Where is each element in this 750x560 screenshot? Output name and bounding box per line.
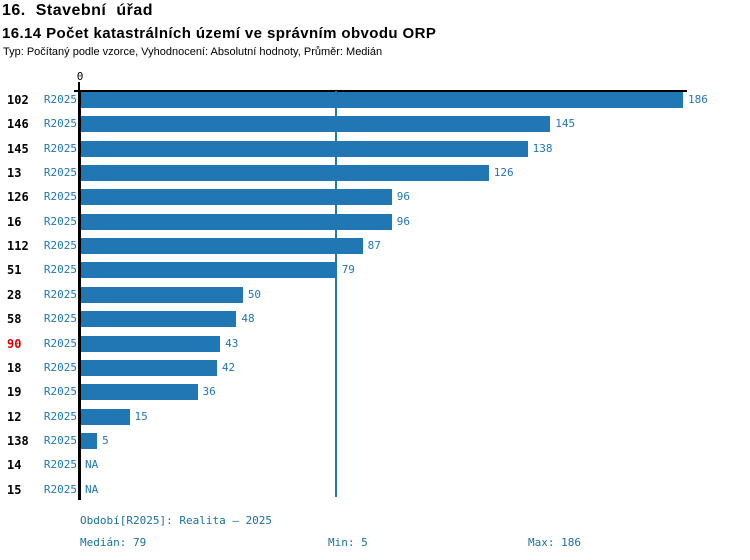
row-category-label: 28 bbox=[7, 287, 22, 302]
bar-value-label: 43 bbox=[225, 336, 239, 350]
bar-value-label: 79 bbox=[341, 263, 355, 277]
bar-value-label: 48 bbox=[241, 312, 255, 326]
bar bbox=[81, 335, 221, 352]
na-label: NA bbox=[85, 458, 99, 472]
bar-value-label: 126 bbox=[493, 166, 514, 180]
bar bbox=[81, 432, 98, 449]
row-period-label: R2025 bbox=[43, 287, 77, 301]
bar-row: 16 R2025 96 bbox=[0, 213, 750, 230]
row-category-label: 126 bbox=[7, 190, 29, 205]
bar bbox=[81, 238, 363, 255]
bar bbox=[81, 262, 337, 279]
chart-meta-line: Typ: Počítaný podle vzorce, Vyhodnocení:… bbox=[3, 46, 383, 58]
bar bbox=[81, 140, 528, 157]
row-period-label: R2025 bbox=[43, 263, 77, 277]
bar-value-label: 36 bbox=[202, 385, 216, 399]
bar-value-label: 145 bbox=[555, 117, 576, 131]
chart-title: 16.14 Počet katastrálních území ve správ… bbox=[2, 25, 437, 42]
row-period-label: R2025 bbox=[43, 93, 77, 106]
row-period-label: R2025 bbox=[43, 482, 77, 496]
bar bbox=[81, 311, 237, 328]
row-period-label: R2025 bbox=[43, 458, 77, 472]
bar bbox=[81, 165, 489, 182]
bar-row: 18 R2025 42 bbox=[0, 359, 750, 376]
bar-row: 145 R2025 138 bbox=[0, 140, 750, 157]
bar-row: 126 R2025 96 bbox=[0, 189, 750, 206]
bar-row: 51 R2025 79 bbox=[0, 262, 750, 279]
x-axis-zero-label: 0 bbox=[76, 70, 84, 83]
row-category-label: 12 bbox=[7, 409, 22, 424]
page-title: 16. Stavební úřad bbox=[2, 2, 153, 19]
bar-value-label: 138 bbox=[532, 141, 553, 155]
footer-period-label: Období[R2025]: Realita – 2025 bbox=[80, 514, 273, 527]
bar-row: 14 R2025 NA bbox=[0, 457, 750, 473]
bar bbox=[81, 408, 130, 425]
bar bbox=[81, 189, 392, 206]
row-period-label: R2025 bbox=[43, 409, 77, 423]
bar-row: 28 R2025 50 bbox=[0, 286, 750, 303]
row-period-label: R2025 bbox=[43, 336, 77, 350]
bar-value-label: 96 bbox=[396, 190, 410, 204]
row-category-label: 13 bbox=[7, 166, 22, 181]
row-category-label: 51 bbox=[7, 263, 22, 278]
bar-row: 138 R2025 5 bbox=[0, 432, 750, 449]
bar-row: 15 R2025 NA bbox=[0, 482, 750, 498]
row-category-label: 16 bbox=[7, 214, 22, 229]
bar-row: 112 R2025 87 bbox=[0, 238, 750, 255]
bar-value-label: 15 bbox=[134, 409, 148, 423]
bar-row: 146 R2025 145 bbox=[0, 116, 750, 133]
row-category-label: 102 bbox=[7, 93, 29, 107]
row-period-label: R2025 bbox=[43, 166, 77, 180]
bar-value-label: 186 bbox=[688, 93, 708, 106]
footer-max-label: Max: 186 bbox=[528, 536, 581, 549]
row-category-label: 145 bbox=[7, 141, 29, 156]
row-category-label: 146 bbox=[7, 117, 29, 132]
bar-value-label: 5 bbox=[102, 433, 109, 447]
x-axis-zero-tick bbox=[78, 82, 80, 90]
bar bbox=[81, 286, 243, 303]
bar-row: 12 R2025 15 bbox=[0, 408, 750, 425]
row-category-label: 58 bbox=[7, 312, 22, 327]
row-period-label: R2025 bbox=[43, 239, 77, 253]
bar bbox=[81, 359, 217, 376]
bar-row: 102 R2025 186 bbox=[0, 92, 750, 108]
row-category-label: 18 bbox=[7, 360, 22, 375]
bar-value-label: 50 bbox=[247, 287, 262, 301]
row-period-label: R2025 bbox=[43, 433, 77, 447]
row-period-label: R2025 bbox=[43, 312, 77, 326]
bar-row: 13 R2025 126 bbox=[0, 165, 750, 182]
bar bbox=[81, 213, 392, 230]
x-axis-line bbox=[74, 90, 687, 92]
median-line bbox=[334, 91, 337, 497]
row-period-label: R2025 bbox=[43, 214, 77, 228]
row-category-label: 90 bbox=[7, 336, 22, 351]
bar bbox=[81, 384, 198, 401]
bar-value-label: 96 bbox=[396, 214, 410, 228]
bar-row: 58 R2025 48 bbox=[0, 311, 750, 328]
na-label: NA bbox=[85, 482, 99, 496]
row-category-label: 19 bbox=[7, 385, 22, 400]
bar-value-label: 87 bbox=[367, 239, 381, 253]
y-axis-line bbox=[78, 90, 81, 500]
row-category-label: 15 bbox=[7, 482, 22, 497]
footer-median-label: Medián: 79 bbox=[80, 536, 147, 549]
bar bbox=[81, 116, 551, 133]
bar-row: 90 R2025 43 bbox=[0, 335, 750, 352]
row-period-label: R2025 bbox=[43, 360, 77, 374]
row-category-label: 138 bbox=[7, 433, 29, 448]
row-period-label: R2025 bbox=[43, 117, 77, 131]
bar-row: 19 R2025 36 bbox=[0, 384, 750, 401]
bar-value-label: 42 bbox=[221, 360, 236, 374]
row-category-label: 14 bbox=[7, 458, 22, 473]
bar bbox=[81, 92, 683, 108]
row-category-label: 112 bbox=[7, 239, 29, 254]
row-period-label: R2025 bbox=[43, 190, 77, 204]
footer-min-label: Min: 5 bbox=[328, 536, 368, 549]
row-period-label: R2025 bbox=[43, 141, 77, 155]
row-period-label: R2025 bbox=[43, 385, 77, 399]
